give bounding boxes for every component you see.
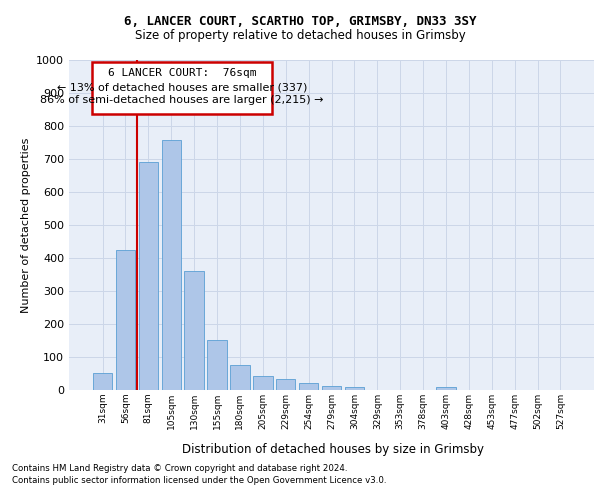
Bar — [161, 140, 181, 390]
Text: Distribution of detached houses by size in Grimsby: Distribution of detached houses by size … — [182, 442, 484, 456]
Text: Size of property relative to detached houses in Grimsby: Size of property relative to detached ho… — [134, 29, 466, 42]
Y-axis label: Number of detached properties: Number of detached properties — [20, 138, 31, 312]
Text: Contains HM Land Registry data © Crown copyright and database right 2024.: Contains HM Land Registry data © Crown c… — [12, 464, 347, 473]
FancyBboxPatch shape — [92, 62, 272, 114]
Text: 6 LANCER COURT:  76sqm: 6 LANCER COURT: 76sqm — [108, 68, 256, 78]
Bar — [436, 387, 455, 390]
Bar — [93, 373, 112, 390]
Bar — [344, 387, 364, 390]
Bar — [230, 365, 250, 390]
Bar — [184, 271, 204, 390]
Bar — [322, 386, 341, 390]
Text: 6, LANCER COURT, SCARTHO TOP, GRIMSBY, DN33 3SY: 6, LANCER COURT, SCARTHO TOP, GRIMSBY, D… — [124, 15, 476, 28]
Text: ← 13% of detached houses are smaller (337): ← 13% of detached houses are smaller (33… — [57, 82, 307, 92]
Bar — [208, 340, 227, 390]
Bar — [299, 382, 319, 390]
Bar — [253, 376, 272, 390]
Text: 86% of semi-detached houses are larger (2,215) →: 86% of semi-detached houses are larger (… — [40, 96, 324, 106]
Text: Contains public sector information licensed under the Open Government Licence v3: Contains public sector information licen… — [12, 476, 386, 485]
Bar — [116, 250, 135, 390]
Bar — [276, 380, 295, 390]
Bar — [139, 162, 158, 390]
